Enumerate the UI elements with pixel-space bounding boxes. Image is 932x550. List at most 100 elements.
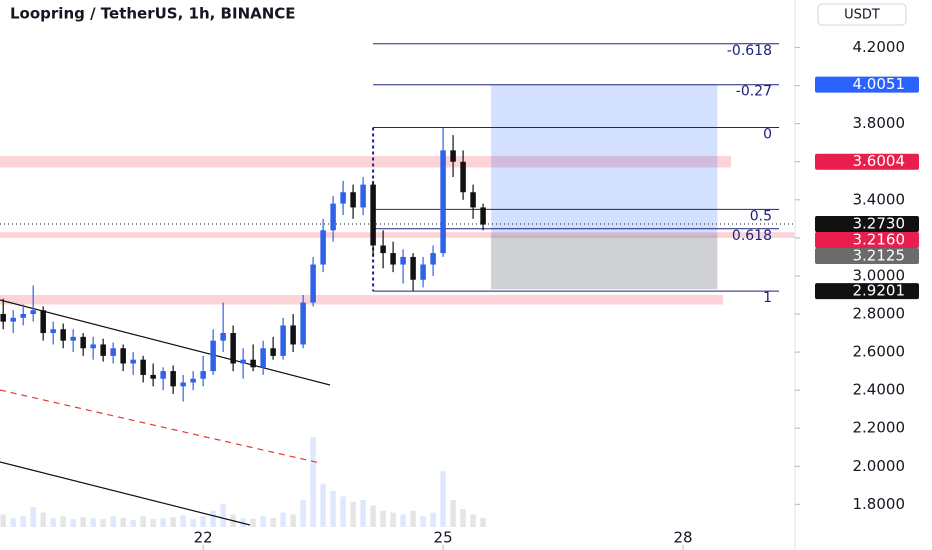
candle-body [170,371,176,387]
volume-bar [350,501,356,527]
price-label: 3.6004 [853,152,906,170]
volume-bar [190,518,196,527]
y-tick-label: 2.6000 [853,343,906,361]
candle-body [220,333,226,341]
x-tick-label: 25 [434,529,453,547]
candle-body [10,317,16,322]
volume-bar [460,509,466,527]
candle-body [80,336,86,349]
volume-bar [330,491,336,527]
candle-body [20,314,26,318]
price-label: 3.2125 [853,246,906,264]
candle-body [50,329,56,334]
candle-body [150,374,156,379]
price-label-box [815,231,919,248]
candle-body [360,184,366,208]
candle-body [250,359,256,368]
candle-body [40,310,46,334]
volume-bar [200,516,206,527]
volume-bar [150,518,156,527]
fib-label: 0 [763,127,772,143]
candle-body [390,253,396,265]
zone [0,294,724,305]
candle-body [310,264,316,303]
x-tick-label: 22 [194,529,213,547]
candle-body [190,378,196,383]
candle-body [350,192,356,208]
candle-body [0,314,6,322]
volume-bar [340,496,346,527]
price-label: 4.0051 [853,75,906,93]
candle-body [70,336,76,341]
candle-body [370,184,376,246]
volume-bar [50,518,56,527]
y-tick-label: 3.4000 [853,190,906,208]
volume-bar [320,483,326,527]
candle-body [110,348,116,356]
fib-label: -0.27 [736,84,772,100]
candle-body [130,359,136,364]
candle-body [30,310,36,315]
trend-line [0,461,251,526]
volume-bar [70,518,76,527]
candle-body [330,203,336,231]
y-tick-label: 1.8000 [853,495,906,513]
currency[interactable]: USDT [844,8,880,23]
zone [0,156,732,168]
price-label-box [815,153,919,170]
candle-body [430,253,436,265]
candle-body [260,348,266,368]
fib-label: 0.618 [732,228,772,244]
fib-label: -0.618 [727,43,772,59]
candle-body [420,264,426,280]
volume-bar [90,518,96,527]
volume-bar [440,471,446,527]
volume-bar [450,500,456,527]
volume-bar [130,519,136,527]
volume-bar [260,516,266,527]
candle-body [320,230,326,265]
y-tick-label: 3.8000 [853,114,906,132]
candle-body [410,256,416,280]
volume-bar [0,514,6,527]
fib-label: 0.5 [750,208,772,224]
volume-bar [480,518,486,527]
volume-bar [370,505,376,527]
volume-bar [280,512,286,527]
candle-body [450,150,456,162]
y-tick-label: 2.8000 [853,305,906,323]
price-label-box [815,76,919,93]
candle-body [140,359,146,375]
volume-bar [270,518,276,527]
zone [0,232,795,238]
candle-body [280,325,286,356]
price-label-box [815,215,919,232]
candle-body [400,256,406,265]
volume-bar [400,514,406,527]
y-tick-label: 2.0000 [853,457,906,475]
volume-bar [470,514,476,527]
volume-bar [170,517,176,527]
candle-body [180,382,186,387]
stop-area [491,234,718,290]
volume-bar [380,510,386,527]
volume-bar [60,516,66,527]
volume-bar [410,510,416,527]
volume-bar [180,515,186,527]
x-tick-label: 28 [673,529,692,547]
candles [0,127,486,402]
volume-bar [390,512,396,527]
volume-bar [430,512,436,527]
y-tick-label: 3.0000 [853,266,906,284]
volume-bar [10,518,16,527]
currency-button[interactable] [817,3,907,26]
candle-body [460,161,466,193]
price-label: 3.2730 [853,214,906,232]
y-tick-label: 2.2000 [853,419,906,437]
volume-bar [310,437,316,527]
volume-bar [160,518,166,527]
volume-bar [220,503,226,527]
chart-title: Loopring / TetherUS, 1h, BINANCE [10,5,296,23]
price-axis: 1.8000 2.0000 2.2000 2.4000 2.6000 2.8000 3.00… [194,38,919,550]
